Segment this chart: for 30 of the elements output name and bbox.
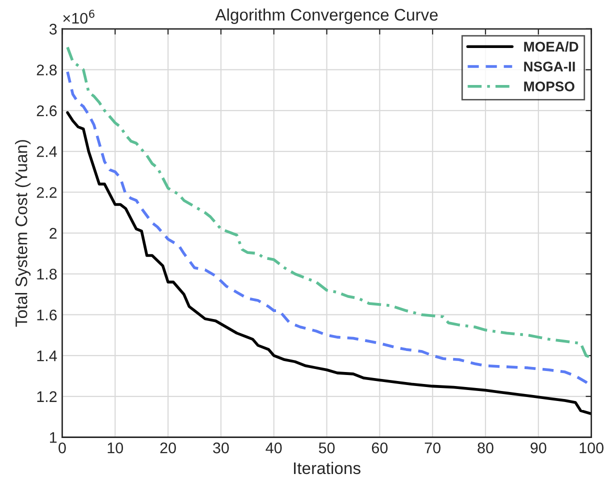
x-tick-label: 50 xyxy=(318,442,335,454)
y-tick-label: 1.2 xyxy=(37,391,57,402)
y-tick-label: 3 xyxy=(49,24,57,35)
x-tick-label: 70 xyxy=(424,442,440,454)
legend-label: MOEA/D xyxy=(524,41,578,52)
y-axis-title: Total System Cost (Yuan) xyxy=(15,140,31,327)
y-tick-label: 1.6 xyxy=(37,310,57,320)
x-tick-label: 60 xyxy=(372,442,388,454)
y-tick-label: 2.6 xyxy=(36,105,57,116)
x-tick-label: 10 xyxy=(108,442,124,454)
x-tick-label: 40 xyxy=(266,442,282,454)
x-tick-label: 80 xyxy=(478,442,494,454)
y-tick-label: 1.4 xyxy=(37,350,57,362)
x-tick-label: 0 xyxy=(58,442,66,454)
y-tick-label: 2.2 xyxy=(36,187,57,198)
legend-label: MOPSO xyxy=(524,82,574,92)
text: ×10$^{6}$ xyxy=(63,10,94,24)
x-tick-label: 100 xyxy=(580,442,604,454)
x-tick-label: 20 xyxy=(160,442,176,454)
y-tick-label: 1.8 xyxy=(37,268,57,280)
y-tick-label: 2.4 xyxy=(36,146,57,157)
y-tick-label: 1 xyxy=(50,432,57,443)
x-tick-label: 30 xyxy=(213,442,229,454)
x-axis-title: Iterations xyxy=(294,462,360,474)
y-tick-label: 2 xyxy=(50,228,57,239)
legend-label: NSGA-II xyxy=(524,62,575,72)
y-tick-label: 2.8 xyxy=(36,64,57,76)
x-tick-label: 90 xyxy=(530,442,546,454)
chart-title: Algorithm Convergence Curve xyxy=(215,8,438,24)
line-series xyxy=(66,111,592,416)
